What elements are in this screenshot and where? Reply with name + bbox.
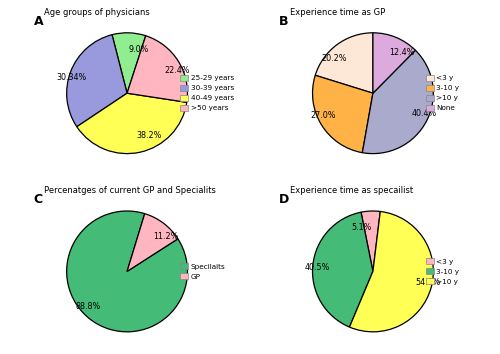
Wedge shape (362, 50, 434, 154)
Wedge shape (373, 33, 416, 93)
Wedge shape (350, 211, 434, 332)
Text: 40.5%: 40.5% (304, 263, 330, 272)
Wedge shape (315, 33, 373, 93)
Legend: 25-29 years, 30-39 years, 40-49 years, >50 years: 25-29 years, 30-39 years, 40-49 years, >… (179, 74, 236, 113)
Text: Experience time as specailist: Experience time as specailist (290, 186, 413, 195)
Legend: <3 y, 3-10 y, >10 y, None: <3 y, 3-10 y, >10 y, None (425, 74, 461, 113)
Text: 9.0%: 9.0% (128, 45, 149, 54)
Legend: Specilaits, GP: Specilaits, GP (179, 262, 227, 281)
Text: 11.2%: 11.2% (154, 232, 178, 241)
Wedge shape (77, 93, 187, 154)
Text: 54.4%: 54.4% (415, 278, 440, 287)
Wedge shape (127, 214, 178, 272)
Text: 40.4%: 40.4% (412, 109, 437, 118)
Text: 22.4%: 22.4% (164, 66, 190, 75)
Wedge shape (66, 35, 127, 127)
Text: 12.4%: 12.4% (390, 48, 415, 57)
Text: 20.2%: 20.2% (322, 54, 347, 63)
Wedge shape (112, 33, 146, 93)
Text: 27.0%: 27.0% (310, 111, 336, 120)
Text: 30.34%: 30.34% (56, 73, 86, 82)
Text: D: D (280, 193, 289, 206)
Wedge shape (312, 212, 373, 327)
Text: Experience time as GP: Experience time as GP (290, 8, 385, 17)
Text: Percenatges of current GP and Specialits: Percenatges of current GP and Specialits (44, 186, 216, 195)
Text: B: B (280, 15, 289, 28)
Legend: <3 y, 3-10 y, >10 y: <3 y, 3-10 y, >10 y (425, 257, 461, 286)
Text: Age groups of physicians: Age groups of physicians (44, 8, 150, 17)
Text: 88.8%: 88.8% (76, 302, 101, 310)
Text: 5.1%: 5.1% (351, 223, 372, 233)
Text: C: C (34, 193, 42, 206)
Wedge shape (127, 36, 188, 102)
Text: A: A (34, 15, 43, 28)
Wedge shape (361, 211, 380, 272)
Wedge shape (312, 75, 373, 153)
Wedge shape (66, 211, 188, 332)
Text: 38.2%: 38.2% (136, 131, 162, 140)
